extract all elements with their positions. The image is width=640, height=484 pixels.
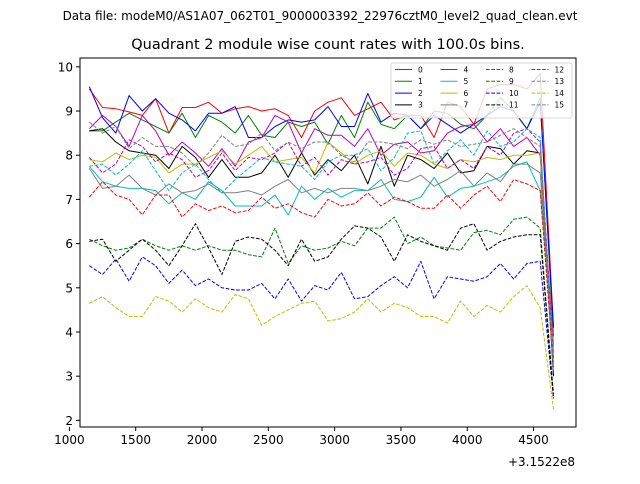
- plot-area: [79, 57, 577, 428]
- x-tick-label: 4000: [452, 433, 483, 447]
- series-line-0: [88, 73, 554, 328]
- legend-label-7: 7: [464, 101, 469, 110]
- x-tick-label: 2500: [253, 433, 284, 447]
- legend-label-9: 9: [509, 77, 514, 86]
- series-line-1: [89, 97, 554, 337]
- suptitle: Data file: modeM0/AS1A07_062T01_90000033…: [63, 9, 578, 23]
- legend-box: [390, 62, 573, 119]
- legend-label-3: 3: [418, 101, 423, 110]
- legend-label-14: 14: [555, 89, 565, 98]
- series-line-10: [89, 256, 554, 399]
- legend-label-1: 1: [418, 77, 423, 86]
- x-tick-label: 4500: [518, 433, 549, 447]
- legend-label-4: 4: [464, 65, 469, 74]
- legend-label-2: 2: [418, 89, 423, 98]
- series-line-6: [89, 141, 554, 355]
- legend-label-12: 12: [555, 65, 565, 74]
- x-tick-label: 1000: [54, 433, 85, 447]
- series-line-11: [89, 223, 554, 399]
- series-line-5: [88, 161, 554, 350]
- x-tick-label: 1500: [120, 433, 151, 447]
- series-line-9: [89, 216, 554, 394]
- axes-frame: [79, 57, 577, 428]
- y-tick-label: 4: [65, 325, 73, 339]
- series-line-15: [88, 121, 554, 372]
- x-tick-label: 3500: [386, 433, 417, 447]
- x-axis: 1000 1500 2000 2500 3000 3500 4000 4500: [54, 427, 549, 447]
- y-tick-label: 8: [65, 149, 73, 163]
- legend-label-0: 0: [418, 65, 423, 74]
- y-tick-label: 3: [65, 370, 73, 384]
- legend-label-10: 10: [509, 89, 519, 98]
- series-line-8: [88, 179, 554, 368]
- legend-label-13: 13: [555, 77, 565, 86]
- legend-label-8: 8: [509, 65, 514, 74]
- chart-title: Quadrant 2 module wise count rates with …: [131, 37, 525, 53]
- y-tick-label: 2: [65, 414, 73, 428]
- y-tick-label: 5: [65, 281, 73, 295]
- series-line-14: [89, 285, 554, 410]
- x-tick-label: 3000: [319, 433, 350, 447]
- y-tick-label: 7: [65, 193, 73, 207]
- y-tick-label: 6: [65, 237, 73, 251]
- y-axis: 2 3 4 5 6 7 8 9 10: [58, 60, 80, 428]
- y-tick-label: 9: [65, 105, 73, 119]
- series-line-4: [88, 114, 554, 346]
- legend-label-15: 15: [555, 101, 565, 110]
- series-line-12: [88, 128, 554, 359]
- legend-label-5: 5: [464, 77, 469, 86]
- series-line-2: [88, 86, 554, 328]
- series-line-3: [89, 128, 554, 377]
- x-tick-label: 2000: [187, 433, 218, 447]
- legend-label-11: 11: [509, 101, 519, 110]
- legend-label-6: 6: [464, 89, 469, 98]
- series-line-7: [88, 163, 554, 363]
- y-tick-label: 10: [58, 60, 73, 74]
- x-offset-label: +3.1522e8: [508, 455, 575, 469]
- series-line-13: [89, 128, 554, 368]
- series-lines: [88, 73, 554, 410]
